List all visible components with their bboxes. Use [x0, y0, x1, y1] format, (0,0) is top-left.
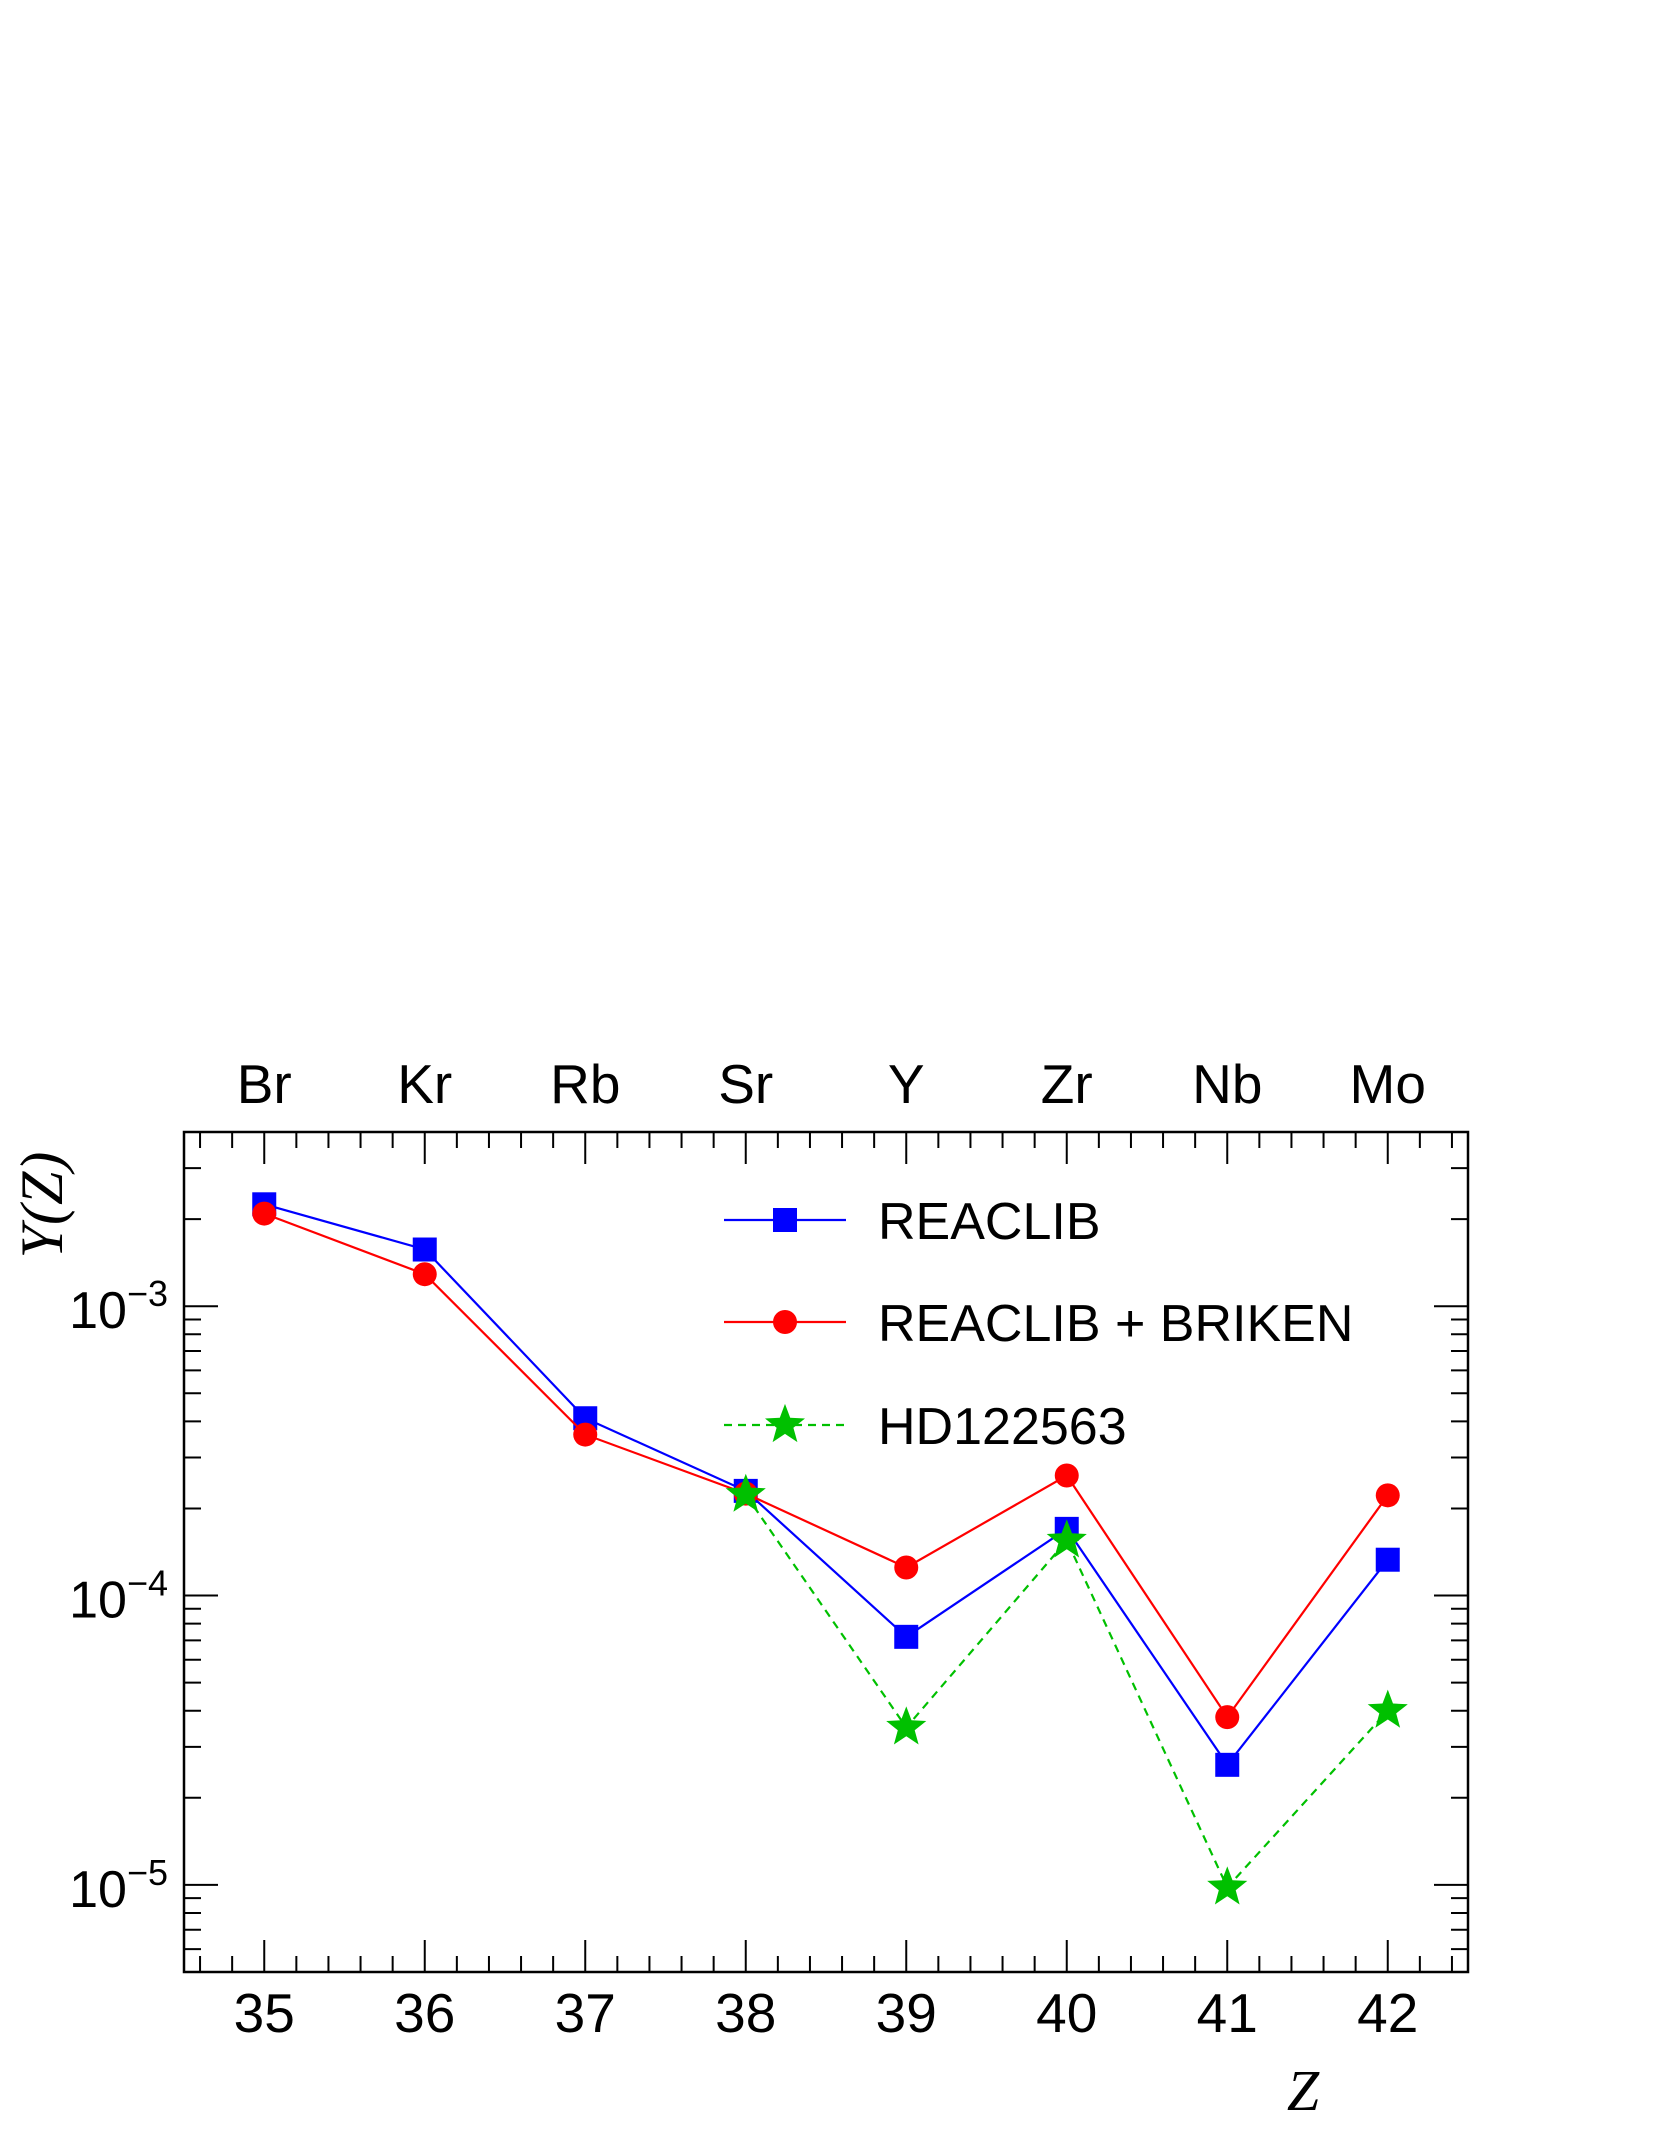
legend-label: REACLIB + BRIKEN: [878, 1295, 1353, 1353]
marker-circle: [573, 1422, 598, 1447]
legend-label: REACLIB: [878, 1193, 1101, 1251]
legend-label: HD122563: [878, 1398, 1127, 1456]
marker-square: [1375, 1547, 1400, 1572]
series-line: [744, 1494, 1389, 1890]
y-tick-label: 10−3: [69, 1273, 168, 1340]
top-element-label: Kr: [397, 1053, 452, 1115]
marker-circle: [412, 1262, 437, 1287]
x-tick-label: 36: [394, 1982, 455, 2044]
top-element-label: Zr: [1041, 1053, 1093, 1115]
marker-circle: [1054, 1463, 1079, 1488]
top-element-label: Br: [237, 1053, 292, 1115]
x-tick-label: 41: [1197, 1982, 1258, 2044]
marker-star: [1367, 1689, 1408, 1728]
axis-labels: 35 Br 36 Kr 37 Rb 38 Sr 39 Y 40 Zr 41 Nb 42 Mo 10−3 10−4 1…: [69, 1053, 1426, 2044]
x-tick-label: 39: [876, 1982, 937, 2044]
marker-square: [412, 1237, 437, 1262]
y-axis-label: Y(Z): [9, 1152, 75, 1259]
x-tick-label: 38: [715, 1982, 776, 2044]
plot-frame: [182, 1130, 1470, 1974]
top-element-label: Y: [888, 1053, 925, 1115]
series-line: [264, 1203, 1389, 1767]
series-reaclib-briken: [252, 1201, 1400, 1730]
marker-square: [1215, 1752, 1240, 1777]
marker-circle: [773, 1310, 797, 1334]
series-layer: [252, 1192, 1408, 1905]
x-tick-label: 40: [1036, 1982, 1097, 2044]
x-tick-label: 42: [1357, 1982, 1418, 2044]
x-tick-label: 35: [234, 1982, 295, 2044]
marker-star: [886, 1706, 927, 1745]
marker-square: [894, 1624, 919, 1649]
marker-square: [773, 1208, 797, 1232]
axis-ticks: [184, 1131, 1468, 1972]
top-element-label: Nb: [1192, 1053, 1262, 1115]
x-tick-label: 37: [555, 1982, 616, 2044]
series-hd122563: [725, 1473, 1408, 1905]
marker-circle: [1375, 1483, 1400, 1508]
marker-star: [765, 1403, 805, 1443]
top-element-label: Mo: [1350, 1053, 1426, 1115]
top-element-label: Rb: [550, 1053, 620, 1115]
x-axis-label: Z: [1287, 2058, 1320, 2123]
series-line: [263, 1212, 1389, 1720]
legend: REACLIB REACLIB + BRIKEN HD122563: [724, 1193, 1353, 1456]
y-tick-label: 10−4: [69, 1563, 168, 1630]
marker-circle: [894, 1555, 919, 1580]
marker-star: [725, 1473, 766, 1512]
marker-circle: [1215, 1705, 1240, 1730]
marker-star: [1046, 1519, 1087, 1558]
y-tick-label: 10−5: [69, 1852, 168, 1919]
marker-circle: [252, 1201, 277, 1226]
top-element-label: Sr: [718, 1053, 773, 1115]
marker-star: [1207, 1866, 1248, 1905]
